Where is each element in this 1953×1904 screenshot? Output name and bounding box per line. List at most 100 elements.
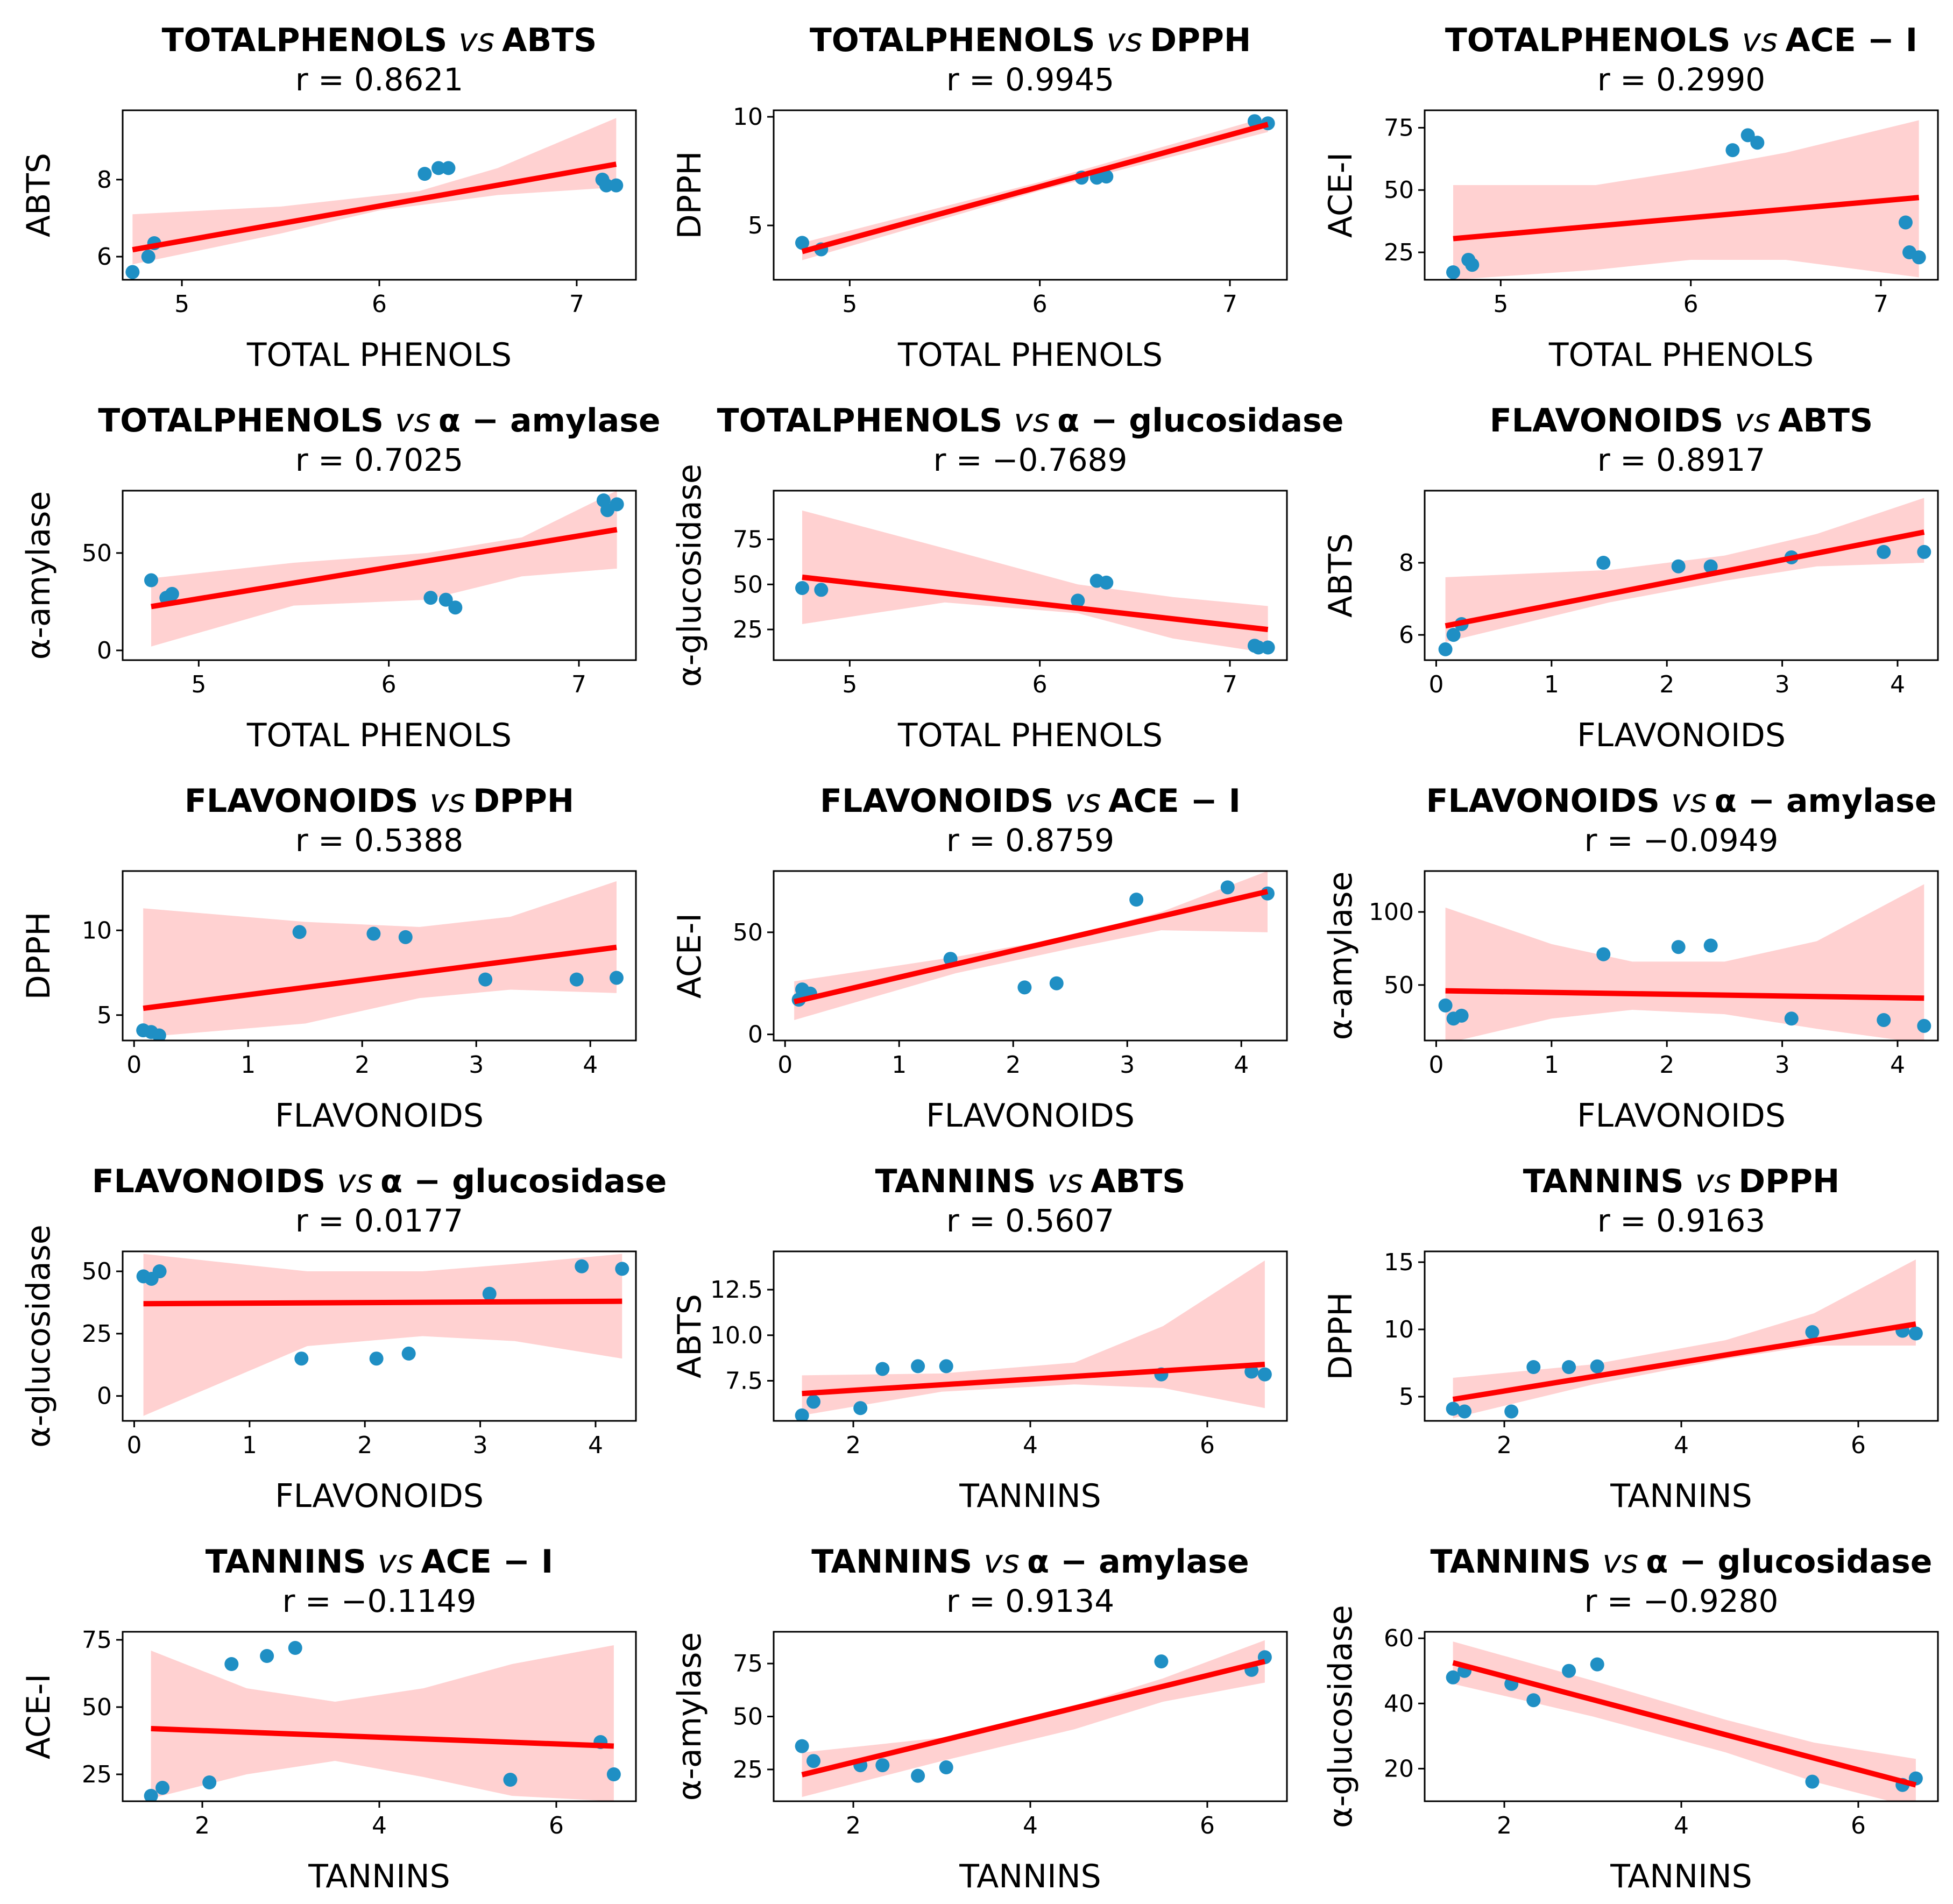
x-axis-label: TOTAL PHENOLS [897, 717, 1163, 754]
x-tick-label: 3 [1775, 1051, 1790, 1079]
plot-area [1446, 120, 1926, 280]
x-tick-label: 1 [242, 1432, 257, 1459]
data-point [366, 926, 381, 941]
y-tick-label: 50 [82, 1694, 112, 1721]
correlation-r: r = −0.9280 [1584, 1583, 1779, 1619]
axes-frame [1424, 109, 1939, 281]
x-axis-label: FLAVONOIDS [1577, 1097, 1786, 1135]
chart-panel: FLAVONOIDS vs α − amylase r = −0.0949 0 1 2 3 4… [1302, 761, 1953, 1141]
y-tick-label: 0 [97, 637, 112, 664]
x-tick-label: 3 [469, 1051, 484, 1079]
regression-line [802, 574, 1269, 633]
title-right: α − glucosidase [380, 1163, 667, 1200]
title-left: FLAVONOIDS [820, 782, 1065, 820]
title-left: FLAVONOIDS [1426, 782, 1671, 820]
x-axis-label: FLAVONOIDS [926, 1097, 1135, 1135]
confidence-band [132, 118, 617, 265]
data-point [569, 972, 584, 987]
x-tick-label: 2 [1497, 1812, 1512, 1839]
data-point [1017, 980, 1032, 995]
y-tick-label: 50 [1384, 176, 1414, 204]
data-point [125, 265, 140, 279]
y-tick-label: 8 [1399, 549, 1414, 577]
regression-line [143, 944, 617, 1011]
x-tick-label: 4 [1890, 671, 1905, 698]
data-point [1099, 169, 1114, 184]
chart-panel: TOTALPHENOLS vs α − amylase r = 0.7025 5 6 7 0… [0, 380, 661, 761]
x-tick-label: 4 [1674, 1432, 1689, 1459]
data-point [1917, 1018, 1931, 1033]
title-right: DPPH [1738, 1163, 1839, 1200]
plot-area [1446, 1259, 1923, 1419]
x-tick-label: 6 [1200, 1432, 1215, 1459]
data-point [294, 1351, 309, 1366]
data-point [1590, 1657, 1604, 1672]
chart-title: TANNINS vs ACE − I [206, 1543, 553, 1581]
plot-area [795, 510, 1275, 655]
data-point [606, 1767, 621, 1781]
data-point [1805, 1325, 1820, 1339]
title-vs: vs [1014, 402, 1050, 440]
chart-title: TOTALPHENOLS vs ACE − I [1445, 22, 1917, 59]
title-left: TANNINS [1431, 1543, 1603, 1581]
chart-panel: FLAVONOIDS vs ABTS r = 0.8917 0 1 2 3 4 6 8 FLAVON… [1302, 380, 1953, 761]
data-point [1154, 1654, 1169, 1669]
x-tick-label: 7 [1222, 291, 1237, 318]
data-point [1129, 893, 1144, 907]
data-point [1740, 128, 1755, 143]
title-right: DPPH [1150, 22, 1251, 59]
x-tick-label: 4 [1234, 1051, 1249, 1079]
confidence-band [143, 881, 617, 1037]
data-point [795, 581, 809, 595]
y-tick-label: 10.0 [710, 1322, 763, 1349]
y-axis-label: DPPH [671, 151, 709, 239]
data-point [152, 1028, 166, 1041]
data-point [1526, 1360, 1541, 1374]
correlation-r: r = −0.7689 [933, 442, 1128, 478]
confidence-band [802, 510, 1268, 653]
x-tick-label: 4 [583, 1051, 598, 1079]
title-right: α − glucosidase [1057, 402, 1343, 440]
axes-frame [773, 109, 1288, 281]
x-tick-label: 6 [381, 671, 397, 698]
data-point [575, 1259, 589, 1273]
y-tick-label: 50 [1384, 972, 1414, 999]
title-left: TANNINS [811, 1543, 983, 1581]
x-tick-label: 6 [1032, 671, 1048, 698]
correlation-r: r = 0.5388 [295, 822, 463, 859]
y-tick-label: 5 [97, 1002, 112, 1029]
x-axis-label: FLAVONOIDS [1577, 717, 1786, 754]
data-point [814, 583, 829, 597]
x-tick-label: 4 [1023, 1432, 1038, 1459]
data-point [609, 178, 624, 193]
correlation-r: r = 0.8917 [1597, 442, 1765, 478]
x-tick-label: 6 [372, 291, 387, 318]
confidence-band [1453, 120, 1919, 280]
x-tick-label: 5 [1493, 291, 1508, 318]
chart-title: TANNINS vs α − amylase [811, 1543, 1249, 1581]
chart-title: FLAVONOIDS vs α − glucosidase [92, 1163, 667, 1200]
x-tick-label: 6 [1683, 291, 1699, 318]
title-right: ACE − I [1785, 22, 1917, 59]
data-point [152, 1264, 167, 1279]
data-point [599, 178, 613, 193]
data-point [939, 1359, 953, 1374]
x-tick-label: 2 [1659, 671, 1674, 698]
x-tick-label: 1 [1544, 671, 1559, 698]
chart-title: TANNINS vs α − glucosidase [1431, 1543, 1933, 1581]
x-axis-label: TOTAL PHENOLS [897, 336, 1163, 374]
axes-frame [122, 1250, 637, 1422]
y-tick-label: 75 [1384, 114, 1414, 141]
x-tick-label: 6 [1032, 291, 1048, 318]
y-axis-label: ACE-I [20, 1674, 58, 1759]
data-point [1504, 1404, 1519, 1419]
data-point [1725, 143, 1740, 158]
title-right: α − glucosidase [1646, 1543, 1932, 1581]
data-point [418, 167, 432, 181]
regression-line [794, 889, 1269, 1004]
data-point [1049, 976, 1064, 990]
